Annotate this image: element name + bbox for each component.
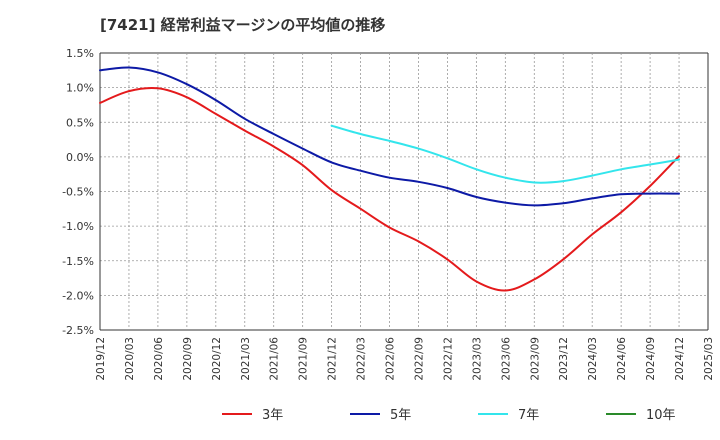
y-tick-label: -1.5% bbox=[62, 255, 94, 268]
series-line-2 bbox=[99, 66, 680, 207]
y-tick-label: 0.5% bbox=[66, 116, 94, 129]
x-tick-label: 2024/09 bbox=[645, 337, 657, 381]
legend-label: 10年 bbox=[646, 408, 676, 423]
x-tick-label: 2024/06 bbox=[616, 337, 628, 381]
x-tick-label: 2024/12 bbox=[674, 337, 686, 381]
x-tick-label: 2023/06 bbox=[500, 337, 512, 381]
x-tick-label: 2021/09 bbox=[298, 337, 310, 381]
x-tick-label: 2020/03 bbox=[124, 337, 136, 381]
x-tick-label: 2022/09 bbox=[413, 337, 425, 381]
x-tick-label: 2021/03 bbox=[240, 337, 252, 381]
y-tick-label: 1.0% bbox=[66, 82, 94, 95]
y-tick-label: -2.0% bbox=[62, 289, 94, 302]
x-tick-label: 2019/12 bbox=[95, 337, 107, 381]
series-layer bbox=[99, 66, 680, 292]
series-line-3 bbox=[330, 124, 680, 184]
grid-layer bbox=[99, 52, 709, 331]
y-tick-label: -2.5% bbox=[62, 324, 94, 337]
x-tick-label: 2025/03 bbox=[703, 337, 715, 381]
y-tick-label: 1.5% bbox=[66, 47, 94, 60]
y-tick-label: -0.5% bbox=[62, 186, 94, 199]
legend-label: 5年 bbox=[390, 408, 411, 423]
x-tick-label: 2023/09 bbox=[529, 337, 541, 381]
x-tick-label: 2022/12 bbox=[442, 337, 454, 381]
axis-layer: 1.5% 1.0% 0.5% 0.0% -0.5% -1.0% -1.5% -2.0% -2.5… bbox=[62, 47, 715, 381]
y-tick-label: -1.0% bbox=[62, 220, 94, 233]
legend-label: 7年 bbox=[518, 408, 539, 423]
x-tick-label: 2023/12 bbox=[558, 337, 570, 381]
legend-label: 3年 bbox=[262, 408, 283, 423]
x-tick-label: 2024/03 bbox=[587, 337, 599, 381]
x-tick-label: 2020/09 bbox=[182, 337, 194, 381]
x-tick-label: 2021/12 bbox=[327, 337, 339, 381]
x-tick-label: 2022/03 bbox=[356, 337, 368, 381]
series-line-1 bbox=[99, 86, 680, 292]
y-tick-label: 0.0% bbox=[66, 151, 94, 164]
x-tick-label: 2022/06 bbox=[385, 337, 397, 381]
x-tick-label: 2020/12 bbox=[211, 337, 223, 381]
x-tick-label: 2023/03 bbox=[471, 337, 483, 381]
x-tick-label: 2020/06 bbox=[153, 337, 165, 381]
x-tick-label: 2021/06 bbox=[269, 337, 281, 381]
chart-title: [7421] 経常利益マージンの平均値の推移 bbox=[100, 16, 386, 34]
legend: 3年 5年 7年 10年 bbox=[222, 408, 676, 423]
